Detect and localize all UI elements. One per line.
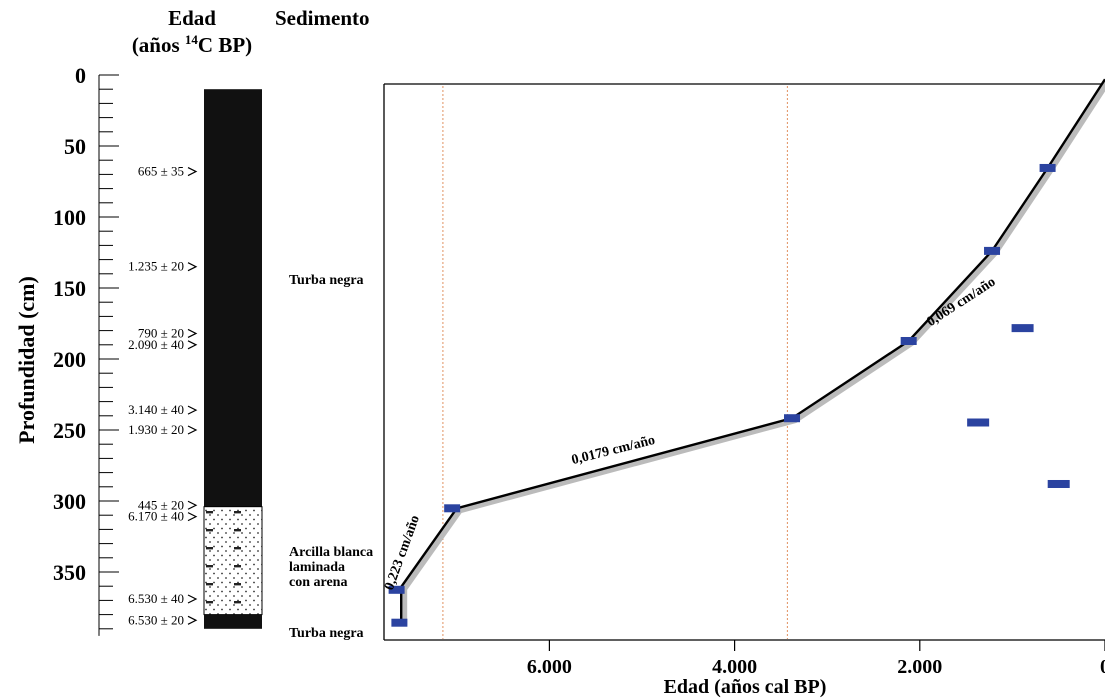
depth-tick-label: 350 bbox=[53, 560, 86, 585]
radiocarbon-date: 6.170 ± 40 bbox=[128, 509, 184, 524]
edad-header-line1: Edad bbox=[168, 6, 216, 30]
date-arrow-icon bbox=[187, 405, 198, 415]
sediment-label: Turba negra bbox=[289, 626, 364, 641]
dated-sample-marker bbox=[984, 246, 1001, 255]
rejected-sample-marker bbox=[1011, 324, 1034, 333]
age-model-uncertainty-band bbox=[401, 80, 1105, 625]
sediment-column bbox=[203, 89, 263, 629]
date-arrow-icon bbox=[187, 328, 198, 338]
dated-sample-marker bbox=[900, 336, 917, 345]
sediment-unit-peat bbox=[204, 614, 262, 629]
sedimentation-rate-label: 0,223 cm/año bbox=[382, 513, 423, 592]
date-arrow-icon bbox=[187, 262, 198, 272]
x-tick-label: 2.000 bbox=[897, 656, 942, 678]
age-model-line bbox=[400, 78, 1105, 623]
date-arrow-icon bbox=[187, 512, 198, 522]
date-arrow-icon bbox=[187, 615, 198, 625]
sediment-unit-clay-lamination bbox=[204, 506, 262, 615]
dated-sample-marker bbox=[444, 504, 461, 513]
depth-tick-label: 200 bbox=[53, 347, 86, 372]
x-axis-label: Edad (años cal BP) bbox=[664, 676, 827, 698]
date-arrow-icon bbox=[187, 594, 198, 604]
date-arrow-icon bbox=[187, 167, 198, 177]
sediment-label-line: con arena bbox=[289, 575, 347, 590]
date-arrow-icon bbox=[187, 340, 198, 350]
depth-tick-label: 0 bbox=[75, 63, 86, 88]
sediment-label-line: Arcilla blanca bbox=[289, 545, 373, 560]
radiocarbon-date: 6.530 ± 40 bbox=[128, 591, 184, 606]
sediment-label-line: laminada bbox=[289, 560, 345, 575]
radiocarbon-date: 6.530 ± 20 bbox=[128, 612, 184, 627]
depth-tick-label: 250 bbox=[53, 418, 86, 443]
dated-sample-marker bbox=[784, 414, 801, 423]
radiocarbon-date-labels: 665 ± 35 1.235 ± 20 790 ± 202.090 ± 40 3.14… bbox=[128, 164, 198, 627]
x-tick-label: 4.000 bbox=[712, 656, 757, 678]
rejected-sample-marker bbox=[1047, 479, 1070, 488]
x-tick-label: 0 bbox=[1100, 656, 1105, 678]
radiocarbon-date: 445 ± 20 bbox=[138, 497, 184, 512]
depth-tick-label: 100 bbox=[53, 205, 86, 230]
depth-tick-label: 50 bbox=[64, 134, 86, 159]
sediment-label: Turba negra bbox=[289, 273, 364, 288]
depth-scale: 0 50 100 150 200 250 300 350 bbox=[53, 63, 119, 636]
edad-header-line2: (años 14C BP) bbox=[132, 32, 252, 57]
dated-sample-marker bbox=[1039, 163, 1056, 172]
dated-sample-marker bbox=[388, 585, 405, 594]
date-arrow-icon bbox=[187, 425, 198, 435]
depth-tick-label: 300 bbox=[53, 489, 86, 514]
radiocarbon-date: 2.090 ± 40 bbox=[128, 337, 184, 352]
radiocarbon-date: 790 ± 20 bbox=[138, 325, 184, 340]
x-tick-label: 6.000 bbox=[527, 656, 572, 678]
radiocarbon-date: 3.140 ± 40 bbox=[128, 402, 184, 417]
radiocarbon-date: 665 ± 35 bbox=[138, 164, 184, 179]
date-arrow-icon bbox=[187, 500, 198, 510]
rejected-sample-marker bbox=[967, 418, 990, 427]
radiocarbon-date: 1.930 ± 20 bbox=[128, 422, 184, 437]
depth-tick-label: 150 bbox=[53, 276, 86, 301]
sediment-unit-peat bbox=[204, 89, 262, 507]
radiocarbon-date: 1.235 ± 20 bbox=[128, 259, 184, 274]
sedimento-header: Sedimento bbox=[275, 6, 370, 30]
depth-axis-label: Profundidad (cm) bbox=[14, 276, 39, 444]
dated-sample-marker bbox=[391, 618, 408, 627]
